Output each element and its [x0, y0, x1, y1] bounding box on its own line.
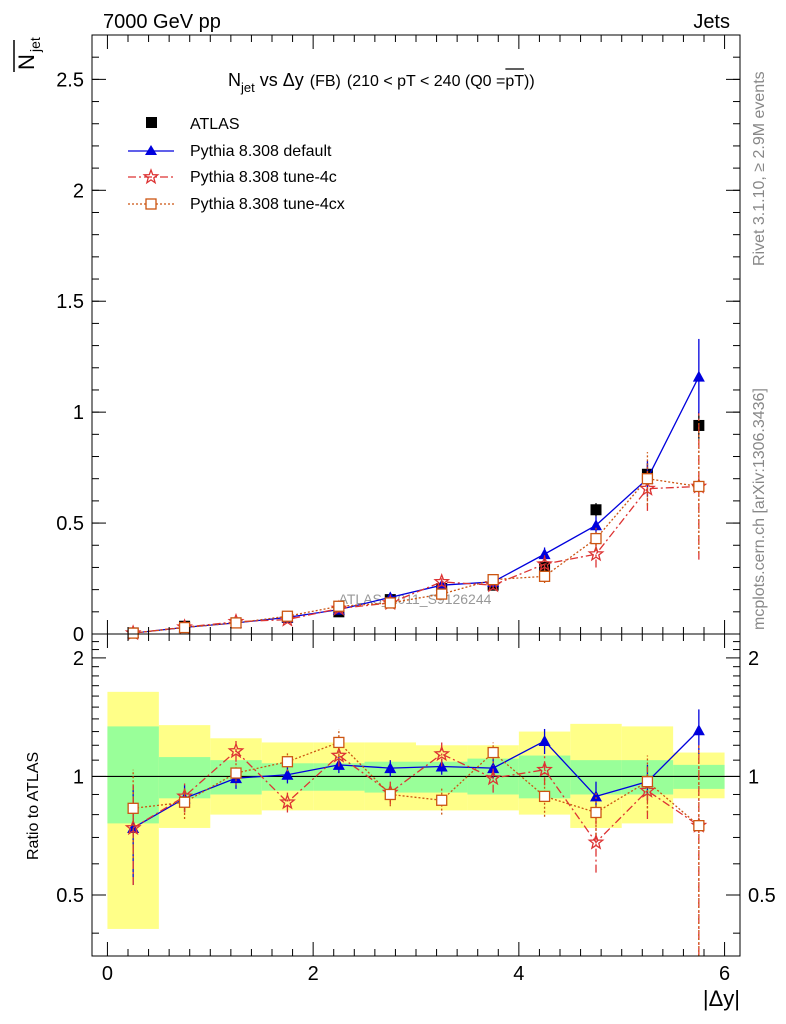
legend: ATLAS Pythia 8.308 default Pythia 8.308 … [128, 116, 345, 213]
main-ytick-label: 2.5 [56, 69, 84, 91]
main-panel: ATLAS_2011_S9126244 00.511.522.5 Njet vs… [56, 34, 741, 646]
legend-item-tune4cx: Pythia 8.308 tune-4cx [128, 196, 345, 213]
ratio-tune4cx-point [127, 802, 139, 814]
main-tune4cx-point [127, 627, 139, 639]
main-tune4c-point [536, 555, 553, 572]
legend-item-tune4c: Pythia 8.308 tune-4c [128, 168, 337, 186]
ratio-tune4cx-point [641, 776, 654, 788]
main-tune4cx-point [590, 532, 602, 545]
ratio-tune4cx-point [538, 790, 551, 803]
ratio-tune4c-point [433, 745, 451, 762]
main-default-point [538, 548, 551, 560]
ratio-tune4cx-point [333, 736, 345, 749]
main-tune4cx-point [641, 473, 654, 485]
legend-item-atlas: ATLAS [146, 116, 240, 133]
main-tune4cx-point [436, 588, 448, 600]
main-ylabel-sub: jet [27, 37, 43, 53]
main-title: Njet vs Δy (FB) (210 < pT < 240 (Q0 =pT)) [228, 68, 535, 95]
main-ytick-label: 1 [73, 402, 84, 424]
ratio-ytick-label: 0.5 [56, 885, 84, 907]
ratio-tune4cx-point [178, 796, 191, 808]
ratio-ylabel: Ratio to ATLAS [25, 752, 42, 860]
ratio-tune4c-point [124, 819, 142, 836]
main-default-point [692, 370, 705, 382]
ratio-default-point [590, 790, 602, 802]
main-ytick-label: 0.5 [56, 513, 84, 535]
ratio-tune4c-point [587, 833, 605, 850]
main-tune4c-point [587, 545, 605, 562]
main-atlas-point [590, 504, 602, 516]
main-ylabel: N jet [13, 37, 43, 72]
main-title-text: Njet vs Δy (FB) (210 < pT < 240 (Q0 =pT)) [228, 70, 535, 95]
legend-tune4c-marker [142, 168, 160, 185]
ratio-ytick-label: 1 [73, 766, 84, 788]
header-jets-label: Jets [693, 11, 730, 33]
ratio-tune4cx-point [436, 794, 448, 806]
main-tune4cx-point [487, 573, 499, 586]
ratio-tune4cx-line [133, 741, 700, 827]
legend-tune4cx-label: Pythia 8.308 tune-4cx [190, 196, 345, 213]
ratio-xtick-label: 6 [719, 963, 730, 985]
ratio-tune4c-line [132, 750, 700, 844]
ratio-xtick-label: 4 [513, 963, 524, 985]
legend-tune4cx-marker [145, 198, 157, 210]
ratio-tune4cx-point [693, 820, 705, 832]
ratio-panel: 0.5 0.5 1 1 2 2 0 2 4 6 Ratio to ATLAS |Δy| [25, 633, 776, 1011]
ratio-tune4cx-point [230, 767, 242, 779]
ratio-default-point [538, 735, 551, 747]
main-default-line [133, 376, 700, 634]
rivet-version-label: Rivet 3.1.10, ≥ 2.9M events [751, 71, 768, 266]
ratio-tune4cx-point [281, 756, 294, 768]
main-tune4cx-point [538, 570, 551, 582]
ratio-tune4c-point [279, 793, 296, 810]
ratio-tune4c-point [536, 760, 553, 777]
main-ylabel-n: N [14, 54, 39, 70]
main-tune4c-point [433, 573, 451, 589]
main-tune4cx-point [693, 480, 705, 493]
ratio-tune4cx-point [590, 806, 602, 819]
legend-item-default: Pythia 8.308 default [128, 143, 332, 160]
legend-atlas-label: ATLAS [190, 116, 240, 133]
ratio-ytick-label-right: 2 [748, 648, 759, 670]
x-axis-label: |Δy| [703, 986, 740, 1011]
legend-atlas-marker [146, 117, 157, 128]
main-series-tune4cx [127, 419, 705, 639]
main-tune4cx-point [333, 600, 345, 612]
main-tune4cx-point [178, 621, 191, 634]
ratio-series-tune4cx [127, 728, 705, 956]
ratio-xtick-label: 2 [308, 963, 319, 985]
main-ytick-label: 0 [73, 624, 84, 646]
main-ytick-label: 1.5 [56, 291, 84, 313]
ratio-default-point [692, 724, 705, 736]
main-tune4cx-point [230, 617, 242, 629]
ratio-tune4cx-point [384, 788, 396, 801]
legend-default-marker [145, 145, 157, 155]
ratio-xtick-label: 0 [102, 963, 113, 985]
ratio-ytick-label: 2 [73, 648, 84, 670]
ratio-ytick-label-right: 1 [748, 766, 759, 788]
main-tune4cx-point [384, 597, 396, 609]
header-energy-label: 7000 GeV pp [103, 11, 221, 33]
main-default-point [590, 519, 602, 531]
ratio-tune4cx-point [487, 746, 499, 759]
ratio-ytick-label-right: 0.5 [748, 885, 776, 907]
ratio-default-line [132, 729, 700, 829]
ratio-default-point [281, 768, 294, 780]
legend-default-label: Pythia 8.308 default [190, 143, 332, 160]
main-tune4cx-point [281, 610, 294, 622]
ratio-tune4c-point [484, 769, 502, 786]
legend-tune4c-label: Pythia 8.308 tune-4c [190, 169, 337, 186]
ratio-default-point [487, 762, 500, 774]
ratio-default-point [384, 762, 397, 774]
main-tune4cx-line [133, 478, 699, 634]
ratio-tune4c-point [330, 746, 348, 763]
mcplots-label: mcplots.cern.ch [arXiv:1306.3436] [751, 388, 768, 630]
main-ytick-label: 2 [73, 180, 84, 202]
ratio-tune4c-point [227, 742, 245, 759]
ratio-tune4c-point [639, 781, 656, 798]
